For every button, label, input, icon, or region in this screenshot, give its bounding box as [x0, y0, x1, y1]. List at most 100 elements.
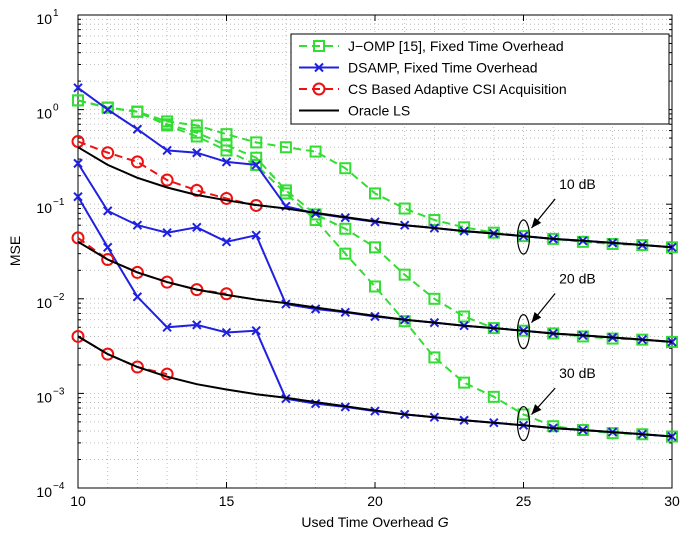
annotation-layer: 10 dB 20 dB 30 dB [516, 176, 596, 442]
circle-marker [101, 347, 115, 361]
x-marker [162, 227, 172, 238]
square-marker [428, 351, 441, 364]
x-axis-label-symbol: G [438, 514, 449, 530]
annotation-ellipse [516, 405, 531, 442]
x-marker [102, 104, 113, 115]
circle-marker [71, 135, 85, 149]
series-line [77, 240, 673, 343]
square-marker [339, 162, 352, 175]
square-marker [313, 40, 325, 52]
annotation-arrow-head [531, 217, 542, 229]
x-marker [192, 222, 202, 233]
circle-marker [160, 173, 174, 187]
series-10-dB-circle [71, 135, 263, 212]
series-20-dB-none [77, 240, 673, 343]
square-marker [369, 280, 381, 293]
y-tick-label: 10 [36, 11, 52, 27]
x-marker [221, 157, 232, 167]
y-tick-label: 10 [36, 106, 52, 122]
square-marker [398, 268, 411, 281]
circle-marker [101, 253, 115, 267]
x-marker [73, 192, 83, 202]
series-layer [71, 83, 678, 443]
square-marker [220, 128, 233, 141]
circle-marker [130, 155, 144, 169]
square-marker [339, 222, 352, 235]
circle-marker [160, 275, 174, 289]
x-marker [102, 242, 113, 253]
x-marker [73, 158, 83, 169]
x-marker [132, 124, 143, 134]
circle-marker [130, 360, 144, 374]
x-marker [251, 325, 261, 336]
series-30-dB-none [77, 335, 673, 438]
series-10-dB-none [77, 146, 673, 249]
x-tick-label: 30 [664, 493, 680, 509]
square-marker [190, 130, 203, 143]
y-tick-label: 10 [36, 295, 52, 311]
circle-marker [71, 329, 85, 343]
square-marker [487, 390, 500, 403]
square-marker [279, 187, 292, 200]
x-marker [102, 206, 113, 216]
legend-entry: DSAMP, Fixed Time Overhead [299, 60, 538, 76]
x-marker [132, 220, 143, 230]
y-tick-label: 10 [36, 200, 52, 216]
series-line [77, 335, 673, 438]
legend-label: DSAMP, Fixed Time Overhead [348, 60, 538, 76]
x-tick-label: 20 [367, 493, 383, 509]
series-line [77, 146, 673, 249]
square-marker [250, 151, 263, 164]
x-marker [192, 320, 202, 330]
legend-label: CS Based Adaptive CSI Acquisition [348, 81, 567, 97]
x-marker [221, 237, 232, 247]
annotation-ellipse [516, 314, 531, 350]
x-tick-label: 25 [516, 493, 532, 509]
y-tick-exponent: 0 [53, 103, 59, 114]
square-marker [309, 145, 322, 158]
x-marker [314, 62, 324, 73]
x-marker [192, 148, 202, 158]
square-marker [428, 214, 441, 227]
square-marker [161, 119, 174, 132]
legend: J−OMP [15], Fixed Time Overhead DSAMP, Fi… [290, 33, 670, 125]
y-tick-exponent: −2 [53, 292, 65, 303]
square-marker [458, 310, 471, 323]
legend-entry: Oracle LS [299, 103, 410, 119]
annotation-label: 30 dB [559, 365, 596, 381]
square-marker [131, 105, 144, 118]
annotation-arrow-head [531, 312, 542, 323]
square-marker [101, 101, 114, 114]
y-tick-label: 10 [36, 484, 52, 500]
x-marker [73, 83, 83, 93]
x-marker [162, 145, 172, 156]
square-marker [220, 144, 233, 157]
legend-label: J−OMP [15], Fixed Time Overhead [348, 38, 564, 54]
y-tick-exponent: −1 [53, 197, 65, 208]
x-marker [132, 292, 143, 302]
square-marker [190, 119, 203, 132]
square-marker [339, 247, 352, 260]
legend-label: Oracle LS [348, 103, 410, 119]
y-tick-exponent: −4 [53, 481, 65, 492]
square-marker [309, 214, 322, 227]
annotation-ellipse [516, 219, 531, 255]
x-marker [162, 322, 172, 332]
x-axis-label-text: Used Time Overhead [301, 514, 433, 530]
x-marker [667, 337, 677, 347]
x-marker [251, 230, 261, 240]
square-marker [72, 94, 84, 107]
legend-entry: CS Based Adaptive CSI Acquisition [299, 81, 567, 97]
legend-box [290, 33, 670, 125]
x-axis-label: Used Time Overhead G [301, 514, 448, 530]
y-tick-exponent: 1 [53, 8, 59, 19]
square-marker [428, 292, 441, 305]
square-marker [250, 136, 263, 149]
annotation-arrow-head [531, 404, 542, 415]
x-marker [667, 431, 677, 442]
y-tick-exponent: −3 [53, 386, 65, 397]
x-tick-label: 10 [70, 493, 86, 509]
circle-marker [101, 146, 115, 160]
square-marker [279, 141, 292, 154]
